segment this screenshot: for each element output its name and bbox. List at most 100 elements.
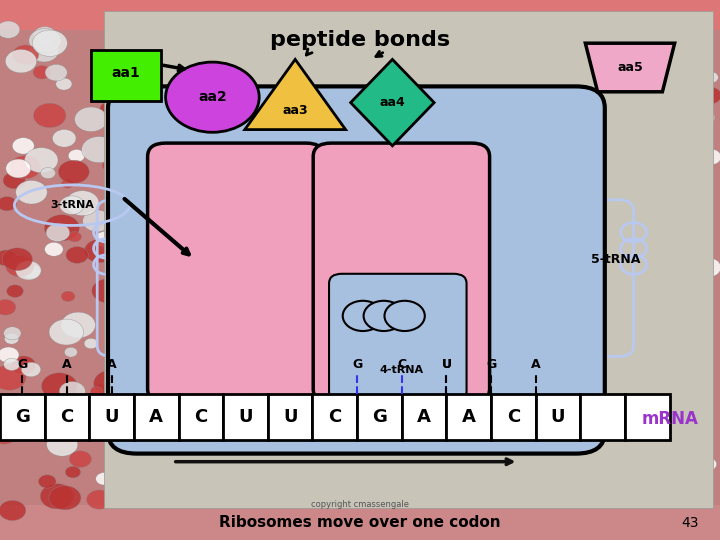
Circle shape [66,467,81,478]
Circle shape [24,147,58,173]
Circle shape [56,78,72,90]
Circle shape [75,107,107,132]
Circle shape [4,359,20,370]
Circle shape [47,433,78,456]
Circle shape [33,26,56,44]
Circle shape [3,172,25,189]
Circle shape [32,30,68,56]
Circle shape [652,299,680,320]
Circle shape [12,356,35,374]
Circle shape [45,215,79,241]
Bar [662,27,720,513]
Circle shape [53,130,76,147]
Circle shape [695,258,720,277]
Circle shape [33,103,66,127]
Circle shape [689,468,706,480]
Circle shape [42,373,77,400]
Circle shape [654,410,683,431]
Bar [625,394,670,440]
Circle shape [60,196,84,214]
Circle shape [86,490,112,509]
Circle shape [2,248,32,271]
Bar [134,394,179,440]
Text: 4-tRNA: 4-tRNA [379,365,424,375]
Text: G: G [372,408,387,426]
Bar [0,394,45,440]
Bar [312,394,357,440]
Circle shape [46,224,70,241]
Circle shape [689,340,705,352]
Circle shape [670,278,692,295]
Circle shape [40,167,55,179]
Bar [0,0,720,30]
Circle shape [692,441,708,453]
Circle shape [61,291,75,301]
Bar [491,394,536,440]
Text: peptide bonds: peptide bonds [270,30,450,51]
Circle shape [16,180,48,204]
Circle shape [68,150,85,162]
Text: C: C [60,408,73,426]
Circle shape [364,301,404,331]
Bar [357,394,402,440]
Circle shape [66,191,99,215]
Text: U: U [551,408,565,426]
Bar [179,394,223,440]
Circle shape [84,239,116,262]
Circle shape [4,333,19,344]
Circle shape [693,109,715,126]
Text: A: A [149,408,163,426]
Circle shape [658,168,681,185]
Bar [580,394,625,440]
Circle shape [12,138,35,154]
Circle shape [703,72,719,83]
Circle shape [677,454,697,469]
Circle shape [660,141,685,160]
Circle shape [22,362,41,377]
Circle shape [42,400,56,410]
Polygon shape [245,59,346,130]
Polygon shape [585,43,675,92]
Circle shape [689,150,705,162]
Circle shape [654,57,675,72]
Text: mRNA: mRNA [642,409,698,428]
Bar [536,394,580,440]
Circle shape [16,261,41,280]
Text: copyright cmassengale: copyright cmassengale [311,501,409,509]
Circle shape [5,50,37,73]
Bar [89,394,134,440]
Circle shape [667,56,693,75]
Text: C: C [507,408,520,426]
Circle shape [656,295,680,313]
Circle shape [0,347,19,363]
Circle shape [0,299,16,315]
Circle shape [102,161,114,171]
Circle shape [166,62,259,132]
Circle shape [9,156,40,179]
Circle shape [700,149,720,165]
Circle shape [49,319,84,345]
Text: A: A [417,408,431,426]
Text: 5-tRNA: 5-tRNA [591,253,640,266]
Text: U: U [441,358,451,371]
Circle shape [40,484,74,509]
Circle shape [45,242,63,256]
Circle shape [665,427,680,439]
Circle shape [384,301,425,331]
Circle shape [654,349,683,370]
Text: 3-tRNA: 3-tRNA [50,200,94,210]
Text: U: U [283,408,297,426]
Text: G: G [486,358,496,371]
Circle shape [22,264,40,279]
Text: U: U [238,408,253,426]
Text: 43: 43 [681,516,698,530]
Circle shape [12,45,39,65]
Circle shape [61,312,96,338]
Circle shape [33,65,51,79]
Circle shape [6,255,34,276]
Circle shape [30,40,59,62]
Text: aa4: aa4 [379,96,405,109]
Text: U: U [441,358,451,371]
Circle shape [680,466,691,475]
Bar [91,50,161,101]
